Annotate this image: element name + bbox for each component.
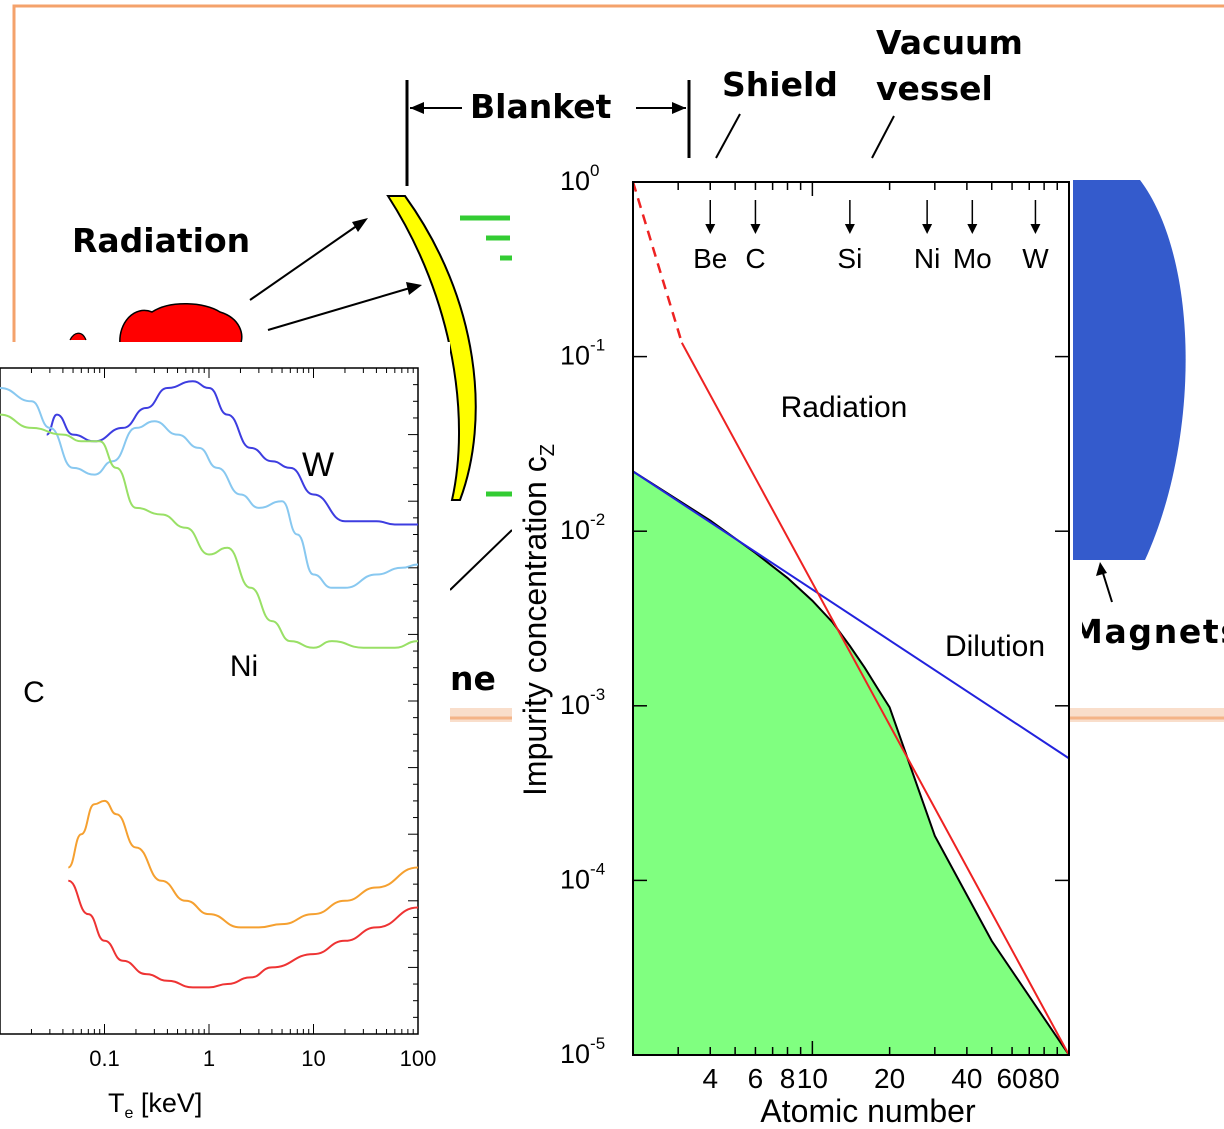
blanket-label: Blanket [470, 87, 612, 126]
element-arrowhead-be [705, 224, 716, 234]
allowed-region-fill [633, 471, 1069, 1055]
chart-impurity-concentration: 4 6 8 10 20 40 60 80 100 10-1 10-2 10-3 10-4 10-5 Be C… [512, 160, 1070, 1129]
blanket-arrowhead-left [410, 102, 424, 114]
element-label-si: Si [837, 243, 862, 274]
chart-b-ticks: 4 6 8 10 20 40 60 80 100 10-1 10-2 10-3 10-4 10-5 [560, 161, 1070, 1094]
ne-label: ne [450, 659, 496, 698]
y-tick-label: 10-5 [560, 1034, 605, 1069]
element-arrowhead-ni [922, 224, 933, 234]
blanket-arrowhead-right [672, 102, 686, 114]
x-tick-label: 8 [780, 1063, 796, 1094]
chart-b-fill [633, 471, 1069, 1055]
x-tick-label: 10 [797, 1063, 828, 1094]
shield-label: Shield [722, 65, 838, 104]
element-label-mo: Mo [953, 243, 992, 274]
series-label-radiation: Radiation [781, 391, 908, 424]
series-label-dilution: Dilution [945, 630, 1045, 663]
chart-b-plot-frame [632, 181, 1070, 1056]
chart-radiation-vs-te: 0.1 1 10 100 W Ni C Te [keV] [0, 342, 450, 1129]
radiation-arrow-2 [267, 287, 411, 331]
radiation-line-dashed [631, 181, 684, 344]
chart-a-series [0, 380, 419, 989]
chart-b-labels: Be C Si Ni Mo W Radiation Dilution [693, 200, 1049, 663]
magnets-label: Magnets [1070, 612, 1224, 651]
series-line-ni [0, 413, 419, 649]
vacuum-vessel-label-line1: Vacuum [876, 23, 1023, 62]
chart-b-ylabel-sub: Z [537, 444, 559, 456]
vacuum-vessel-label-line2: vessel [876, 69, 993, 108]
element-arrowhead-w [1030, 224, 1041, 234]
x-tick-label: 40 [951, 1063, 982, 1094]
chart-b-ylabel: Impurity concentration cZ [517, 444, 559, 796]
plasma-blob [119, 303, 243, 346]
chart-a-xlabel-main: T [108, 1088, 125, 1118]
chart-b-ylabel-main: Impurity concentration c [517, 456, 553, 796]
x-tick-label: 4 [702, 1063, 718, 1094]
x-tick-label: 60 [996, 1063, 1027, 1094]
series-label-ni: Ni [230, 650, 258, 683]
chart-b-series [631, 181, 1070, 1056]
vacuum-vessel-leader [871, 115, 895, 159]
chart-a-xlabel-sub: e [125, 1105, 134, 1122]
x-tick-label: 0.1 [89, 1046, 120, 1071]
x-tick-label: 10 [301, 1046, 325, 1071]
radiation-label: Radiation [72, 221, 250, 260]
x-tick-label: 80 [1029, 1063, 1060, 1094]
first-wall-crescent [386, 195, 477, 501]
plasma-blob-edge [69, 332, 87, 341]
x-tick-label: 1 [203, 1046, 215, 1071]
dilution-line [632, 470, 1070, 760]
series-label-c: C [23, 676, 45, 709]
element-label-c: C [745, 243, 765, 274]
chart-a-background [0, 342, 450, 1129]
ne-leader [449, 529, 513, 591]
element-arrowhead-c [750, 224, 761, 234]
x-tick-label: 20 [874, 1063, 905, 1094]
chart-b-xlabel: Atomic number [760, 1093, 976, 1129]
chart-a-labels: W Ni C [23, 446, 334, 709]
radiation-arrowhead-1 [352, 218, 368, 232]
radiation-line [680, 342, 1070, 1056]
series-line-c [67, 799, 419, 929]
radiation-arrow-1 [249, 224, 359, 301]
series-line-unlabeled [67, 879, 419, 989]
radiation-arrowhead-2 [406, 282, 422, 295]
magnets-arrowhead [1096, 562, 1107, 576]
series-line-unlabeled [0, 387, 419, 589]
element-label-ni: Ni [914, 243, 940, 274]
x-tick-label: 100 [400, 1046, 437, 1071]
y-tick-label: 10-1 [560, 336, 605, 371]
y-tick-label: 10-4 [560, 859, 605, 894]
chart-a-xlabel: Te [keV] [108, 1088, 202, 1122]
magnets-leader [1101, 569, 1113, 603]
element-arrowhead-si [844, 224, 855, 234]
x-tick-label: 6 [748, 1063, 764, 1094]
series-label-w: W [302, 446, 334, 484]
y-tick-label: 100 [560, 161, 600, 196]
shield-leader [715, 113, 741, 159]
y-tick-label: 10-3 [560, 685, 605, 720]
element-arrowhead-mo [967, 224, 978, 234]
element-label-be: Be [693, 243, 727, 274]
element-label-w: W [1022, 243, 1049, 274]
green-marks [460, 215, 512, 497]
y-tick-label: 10-2 [560, 510, 605, 545]
magnet-coil [1073, 180, 1186, 560]
chart-a-xlabel-unit: [keV] [133, 1088, 202, 1118]
